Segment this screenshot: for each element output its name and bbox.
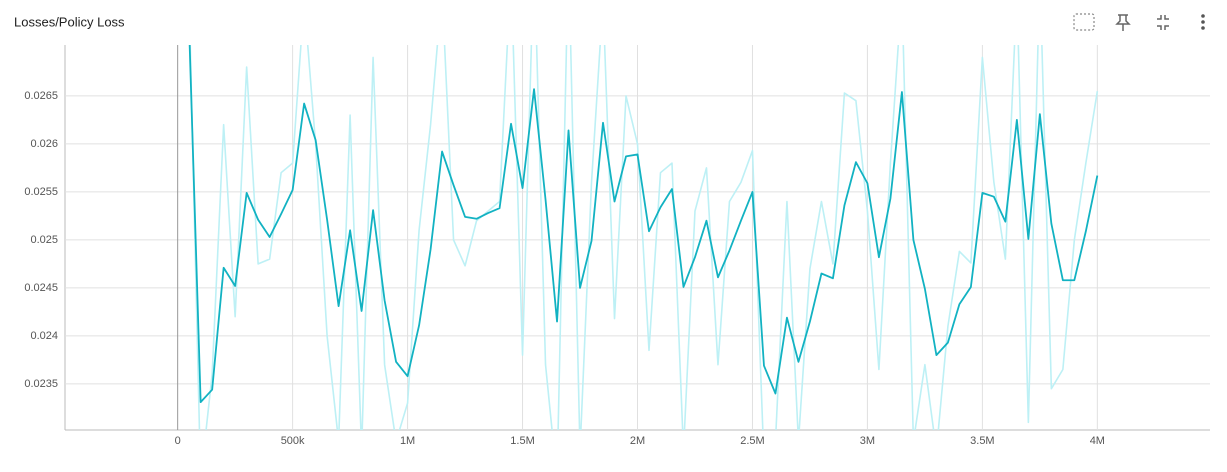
x-tick-label: 4M <box>1090 435 1105 447</box>
x-tick-label: 1M <box>400 435 415 447</box>
x-tick-label: 2M <box>630 435 645 447</box>
x-tick-label: 0 <box>175 435 181 447</box>
chart-title: Losses/Policy Loss <box>14 14 125 29</box>
toolbar <box>1073 13 1205 31</box>
collapse-button[interactable] <box>1157 15 1169 30</box>
plot-area <box>188 45 1099 430</box>
y-tick-label: 0.0265 <box>24 90 58 102</box>
y-tick-label: 0.0245 <box>24 282 58 294</box>
x-tick-label: 3.5M <box>970 435 994 447</box>
x-tick-label: 2.5M <box>740 435 764 447</box>
y-tick-label: 0.025 <box>30 234 58 246</box>
y-tick-label: 0.0255 <box>24 186 58 198</box>
x-tick-label: 1.5M <box>510 435 534 447</box>
y-tick-label: 0.0235 <box>24 378 58 390</box>
series-line <box>188 45 1099 404</box>
x-tick-label: 500k <box>281 435 305 447</box>
y-tick-label: 0.024 <box>30 330 58 342</box>
series-line <box>189 45 1099 430</box>
y-tick-label: 0.026 <box>30 138 58 150</box>
x-tick-label: 3M <box>860 435 875 447</box>
more-menu[interactable] <box>1201 14 1205 30</box>
pin-button[interactable] <box>1115 14 1131 31</box>
fit-domain-button[interactable] <box>1073 13 1095 31</box>
